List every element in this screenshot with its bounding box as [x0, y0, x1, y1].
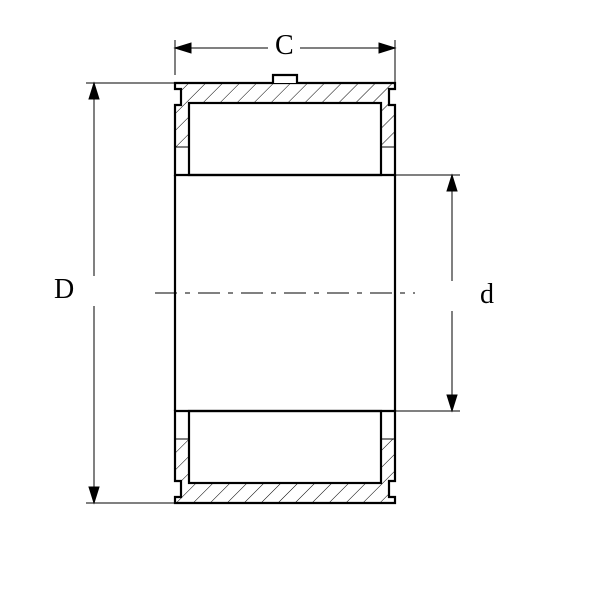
outer-ring-lower — [165, 401, 405, 513]
diagram-container: D d C — [0, 0, 600, 600]
bearing-cross-section-drawing — [0, 0, 600, 600]
outer-ring-upper — [165, 75, 405, 185]
